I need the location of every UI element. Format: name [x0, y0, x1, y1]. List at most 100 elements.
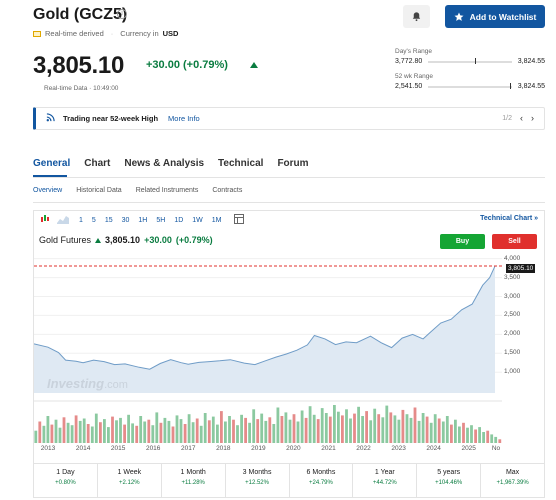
period-change: +24.79% — [309, 480, 333, 486]
period-label: 3 Months — [242, 469, 272, 476]
up-arrow-icon — [250, 62, 258, 68]
tab-news-analysis[interactable]: News & Analysis — [124, 158, 205, 169]
volume-bar — [417, 420, 421, 443]
volume-bar — [450, 424, 453, 443]
sell-button[interactable]: Sell — [492, 234, 537, 249]
quote-meta: Real-time derived · Currency in USD — [33, 29, 178, 38]
days-range-label: Day's Range — [395, 48, 433, 55]
price-change: +30.00 (+0.79%) — [146, 59, 228, 71]
period-1d[interactable]: 1D — [174, 216, 184, 224]
subtab-overview[interactable]: Overview — [33, 187, 63, 194]
period-label: 1 Week — [117, 469, 142, 476]
candlestick-icon[interactable] — [38, 214, 52, 226]
create-alert-button[interactable] — [403, 5, 430, 28]
period-5h[interactable]: 5H — [156, 216, 166, 224]
period-performance[interactable]: 6 Months +24.79% — [290, 464, 354, 497]
y-tick-label: 2,500 — [504, 311, 521, 319]
tab-forum[interactable]: Forum — [277, 158, 309, 169]
volume-bar — [288, 419, 292, 443]
volume-bar — [99, 422, 102, 443]
volume-bar — [163, 417, 167, 443]
volume-bar — [429, 422, 433, 443]
current-price-badge: 3,805.10 — [506, 264, 536, 273]
volume-bar — [441, 421, 445, 443]
volume-bar — [236, 425, 239, 443]
volume-bar — [66, 422, 70, 443]
subtab-related-instruments[interactable]: Related Instruments — [135, 187, 199, 194]
period-performance[interactable]: 5 years +104.46% — [417, 464, 482, 497]
volume-bar — [179, 419, 183, 443]
period-change: +1,967.39% — [496, 480, 529, 486]
period-15[interactable]: 15 — [104, 216, 113, 224]
period-change: +0.80% — [55, 480, 76, 486]
volume-bar — [34, 430, 38, 443]
prev-arrow-icon[interactable]: ‹ — [520, 113, 523, 123]
subtab-contracts[interactable]: Contracts — [212, 187, 243, 194]
tab-technical[interactable]: Technical — [218, 158, 264, 169]
period-1h[interactable]: 1H — [138, 216, 148, 224]
tab-general[interactable]: General — [33, 158, 71, 169]
period-change: +12.52% — [245, 480, 269, 486]
technical-chart-link[interactable]: Technical Chart » — [480, 215, 538, 222]
page-title: Gold (GCZ5) — [33, 6, 128, 23]
x-tick-label: 2014 — [75, 445, 91, 452]
tab-chart[interactable]: Chart — [84, 158, 111, 169]
table-view-icon[interactable] — [232, 214, 246, 226]
volume-bar — [373, 408, 377, 443]
futures-name: Gold Futures — [39, 235, 92, 245]
x-tick-label: 2023 — [391, 445, 406, 452]
volume-bar — [195, 418, 199, 443]
volume-bar — [86, 424, 90, 443]
add-to-watchlist-button[interactable]: Add to Watchlist — [445, 5, 545, 28]
volume-bar — [115, 420, 118, 443]
volume-bar — [127, 414, 130, 443]
period-1[interactable]: 1 — [79, 216, 83, 224]
52wk-range-bar — [428, 82, 512, 89]
period-performance[interactable]: 3 Months +12.52% — [226, 464, 290, 497]
volume-bar — [58, 427, 62, 443]
period-1m[interactable]: 1M — [211, 216, 222, 224]
volume-bar — [147, 419, 151, 443]
volume-bar — [103, 419, 106, 443]
buy-button[interactable]: Buy — [440, 234, 485, 249]
volume-bar — [111, 416, 114, 443]
volume-bar — [401, 409, 405, 443]
more-info-link[interactable]: More Info — [168, 114, 200, 123]
volume-bar — [276, 407, 280, 443]
period-performance[interactable]: 1 Month +11.28% — [162, 464, 226, 497]
x-tick-label: No — [491, 445, 501, 452]
volume-bar — [90, 426, 94, 443]
realtime-timestamp: Real-time Data · 10:49:00 — [44, 85, 119, 92]
period-5[interactable]: 5 — [91, 216, 96, 224]
volume-bar — [54, 419, 58, 443]
volume-bar — [470, 425, 473, 443]
period-1w[interactable]: 1W — [192, 216, 203, 224]
next-arrow-icon[interactable]: › — [531, 113, 534, 123]
period-performance[interactable]: 1 Day +0.80% — [34, 464, 98, 497]
info-icon[interactable]: i — [117, 9, 127, 19]
volume-bar — [50, 424, 54, 443]
period-performance[interactable]: 1 Year +44.72% — [353, 464, 418, 497]
days-range-low: 3,772.80 — [395, 58, 423, 65]
period-label: 1 Year — [374, 469, 395, 476]
currency-label: Currency in — [120, 29, 159, 38]
folder-icon — [33, 30, 41, 37]
watermark-suffix: .com — [104, 379, 128, 391]
volume-bar — [377, 414, 381, 443]
period-30[interactable]: 30 — [121, 216, 130, 224]
pager-count: 1/2 — [502, 115, 512, 122]
period-performance[interactable]: Max +1,967.39% — [481, 464, 544, 497]
x-tick-label: 2019 — [251, 445, 266, 452]
x-axis: 2013 2014 2015 2016 2017 2018 2019 2020 2021 2022… — [34, 445, 504, 457]
watchlist-label: Add to Watchlist — [469, 11, 537, 22]
volume-bar — [232, 419, 235, 443]
price-area-chart[interactable] — [34, 253, 504, 445]
subtab-historical-data[interactable]: Historical Data — [76, 187, 122, 194]
chart-toolbar: 1 5 15 30 1H 5H 1D 1W 1M Technical Chart… — [34, 211, 544, 229]
period-performance[interactable]: 1 Week +2.12% — [98, 464, 162, 497]
area-chart-icon[interactable] — [56, 214, 70, 226]
days-range-high: 3,824.55 — [517, 58, 545, 65]
days-range-bar — [428, 57, 512, 64]
sub-tabs: Overview Historical Data Related Instrum… — [33, 187, 242, 194]
volume-bar — [248, 422, 251, 443]
